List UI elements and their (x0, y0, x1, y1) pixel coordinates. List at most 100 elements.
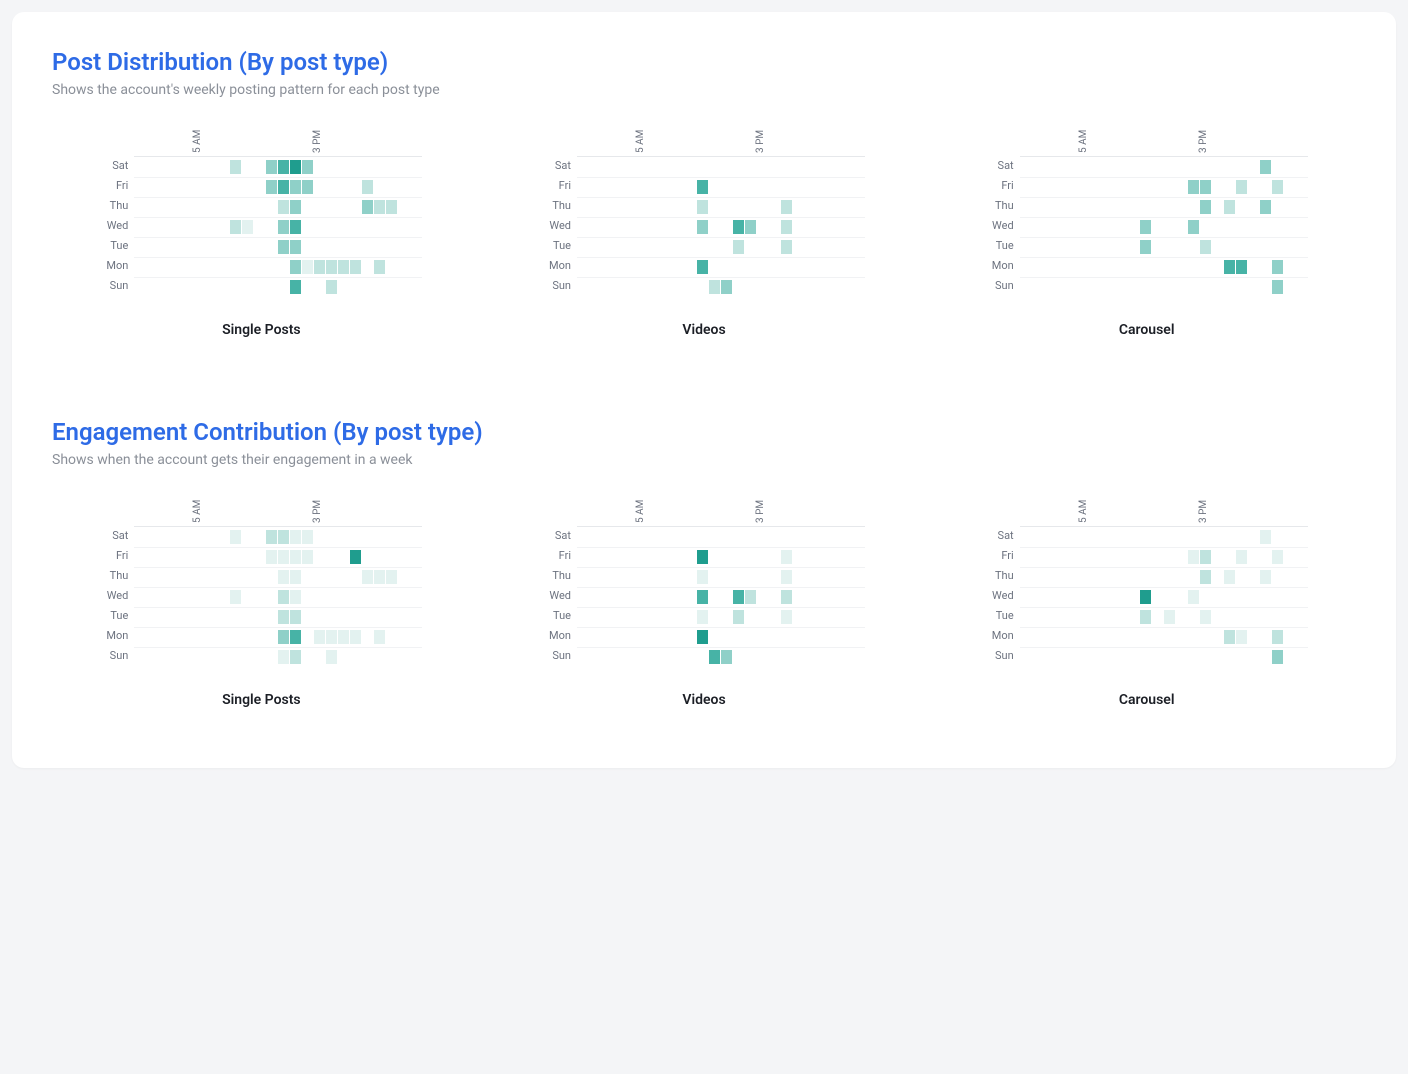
y-axis-label: Fri (100, 546, 128, 566)
y-axis-label: Sun (543, 646, 571, 666)
x-axis-label: 5 AM (1078, 130, 1089, 153)
heatmap-cell (697, 550, 708, 564)
heatmap-cell (374, 570, 385, 584)
heatmap-cell (362, 200, 373, 214)
heatmap-grid (1020, 526, 1308, 666)
heatmap-cell (326, 280, 337, 294)
y-axis-label: Mon (100, 626, 128, 646)
heatmap-cell (1188, 590, 1199, 604)
heatmap-wrap: SatFriThuWedTueMonSun5 AM3 PM (543, 122, 865, 296)
heatmap-cell (290, 160, 301, 174)
heatmap-cell (733, 220, 744, 234)
y-axis-label: Sat (100, 526, 128, 546)
y-axis-label: Sun (543, 276, 571, 296)
heatmap-grid-area: 5 AM3 PM (134, 492, 422, 666)
y-axis-label: Sat (986, 526, 1014, 546)
heatmap-cell (290, 610, 301, 624)
y-axis-label: Sat (543, 526, 571, 546)
y-axis-label: Wed (986, 586, 1014, 606)
heatmap-cell (242, 220, 253, 234)
heatmap-cell (1272, 280, 1283, 294)
heatmap-wrap: SatFriThuWedTueMonSun5 AM3 PM (100, 122, 422, 296)
heatmap-cell (350, 630, 361, 644)
heatmap-cell (781, 200, 792, 214)
y-axis-label: Thu (986, 566, 1014, 586)
heatmap-cell (278, 650, 289, 664)
heatmap-cell (374, 260, 385, 274)
y-axis-labels: SatFriThuWedTueMonSun (543, 492, 571, 666)
y-axis-labels: SatFriThuWedTueMonSun (100, 122, 128, 296)
x-axis-label: 3 PM (1198, 130, 1209, 153)
heatmap-cell (1236, 260, 1247, 274)
y-axis-label: Tue (986, 606, 1014, 626)
y-axis-label: Fri (543, 546, 571, 566)
heatmap-grid-area: 5 AM 3 PM (1020, 122, 1308, 296)
y-axis-label: Thu (543, 196, 571, 216)
heatmap-cell (1164, 610, 1175, 624)
y-axis-label: Thu (543, 566, 571, 586)
y-axis-label: Sun (986, 646, 1014, 666)
heatmap-grid-area: 5 AM3 PM (577, 122, 865, 296)
heatmap-cell (278, 570, 289, 584)
y-axis-label: Mon (986, 256, 1014, 276)
heatmap-chart: SatFriThuWedTueMonSun5 AM3 PMSingle Post… (52, 492, 471, 708)
x-axis-labels: 5 AM3 PM (577, 122, 865, 156)
heatmap-cell (350, 260, 361, 274)
heatmap-cell (326, 650, 337, 664)
heatmap-grid-area: 5 AM 3 PM (1020, 492, 1308, 666)
heatmap-cell (290, 630, 301, 644)
y-axis-label: Wed (100, 216, 128, 236)
y-axis-label: Sat (986, 156, 1014, 176)
heatmap-cell (314, 630, 325, 644)
chart-title: Videos (682, 692, 725, 708)
heatmap-cell (290, 550, 301, 564)
heatmap-cell (1188, 180, 1199, 194)
heatmap-cell (290, 590, 301, 604)
y-axis-label: Mon (986, 626, 1014, 646)
heatmap-cell (266, 530, 277, 544)
heatmap-cell (1260, 200, 1271, 214)
analytics-card: Post Distribution (By post type) Shows t… (12, 12, 1396, 768)
heatmap-cell (1200, 200, 1211, 214)
y-axis-label: Mon (543, 256, 571, 276)
heatmap-grid-area: 5 AM3 PM (134, 122, 422, 296)
heatmap-cell (781, 610, 792, 624)
heatmap-cell (1236, 180, 1247, 194)
y-axis-label: Fri (100, 176, 128, 196)
charts-row: SatFriThuWedTueMonSun5 AM3 PMSingle Post… (52, 492, 1356, 708)
heatmap-cell (781, 240, 792, 254)
x-axis-labels: 5 AM3 PM (134, 122, 422, 156)
y-axis-label: Fri (543, 176, 571, 196)
heatmap-cell (230, 160, 241, 174)
heatmap-cell (745, 220, 756, 234)
y-axis-label: Thu (100, 566, 128, 586)
y-axis-label: Sun (100, 646, 128, 666)
chart-title: Videos (682, 322, 725, 338)
x-axis-label: 3 PM (1198, 500, 1209, 523)
heatmap-cell (721, 280, 732, 294)
y-axis-label: Thu (986, 196, 1014, 216)
heatmap-cell (1260, 570, 1271, 584)
heatmap-chart: SatFriThuWedTueMonSun5 AM3 PMVideos (495, 122, 914, 338)
heatmap-cell (1200, 570, 1211, 584)
y-axis-label: Wed (543, 586, 571, 606)
heatmap-cell (278, 240, 289, 254)
heatmap-grid (134, 526, 422, 666)
heatmap-cell (697, 220, 708, 234)
heatmap-cell (733, 590, 744, 604)
y-axis-label: Tue (100, 606, 128, 626)
chart-title: Single Posts (222, 322, 301, 338)
heatmap-wrap: SatFriThuWedTueMonSun5 AM3 PM (986, 492, 1308, 666)
x-axis-label: 3 PM (755, 500, 766, 523)
heatmap-cell (1260, 160, 1271, 174)
heatmap-cell (278, 610, 289, 624)
x-axis-label: 5 AM (635, 130, 646, 153)
heatmap-cell (1200, 180, 1211, 194)
x-axis-label: 5 AM (1078, 500, 1089, 523)
heatmap-cell (1188, 220, 1199, 234)
heatmap-grid (1020, 156, 1308, 296)
heatmap-cell (290, 200, 301, 214)
y-axis-label: Wed (100, 586, 128, 606)
chart-title: Carousel (1119, 692, 1175, 708)
y-axis-label: Tue (100, 236, 128, 256)
